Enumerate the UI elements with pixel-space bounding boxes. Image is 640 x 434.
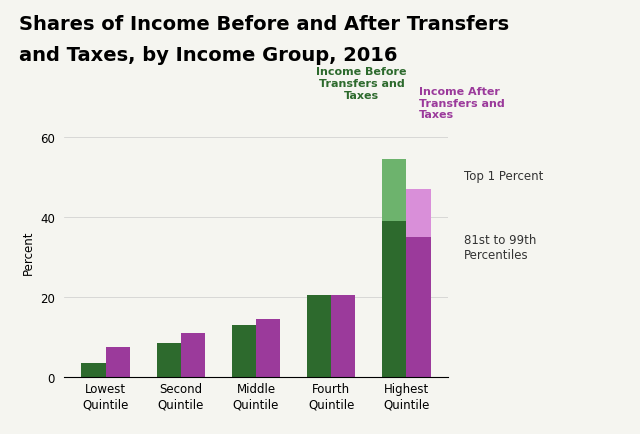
Text: and Taxes, by Income Group, 2016: and Taxes, by Income Group, 2016: [19, 46, 397, 65]
Bar: [406, 190, 431, 238]
Bar: [157, 344, 180, 378]
Bar: [332, 296, 355, 378]
Bar: [382, 222, 406, 378]
Bar: [406, 238, 431, 378]
Bar: [106, 348, 130, 378]
Text: Income After
Transfers and
Taxes: Income After Transfers and Taxes: [419, 87, 505, 120]
Bar: [232, 326, 256, 378]
Text: Income Before
Transfers and
Taxes: Income Before Transfers and Taxes: [316, 67, 407, 100]
Bar: [307, 296, 332, 378]
Bar: [180, 334, 205, 378]
Text: Top 1 Percent: Top 1 Percent: [464, 169, 543, 182]
Text: Shares of Income Before and After Transfers: Shares of Income Before and After Transf…: [19, 15, 509, 34]
Bar: [382, 160, 406, 222]
Bar: [256, 320, 280, 378]
Bar: [81, 364, 106, 378]
Text: 81st to 99th
Percentiles: 81st to 99th Percentiles: [464, 233, 536, 261]
Y-axis label: Percent: Percent: [22, 230, 35, 274]
